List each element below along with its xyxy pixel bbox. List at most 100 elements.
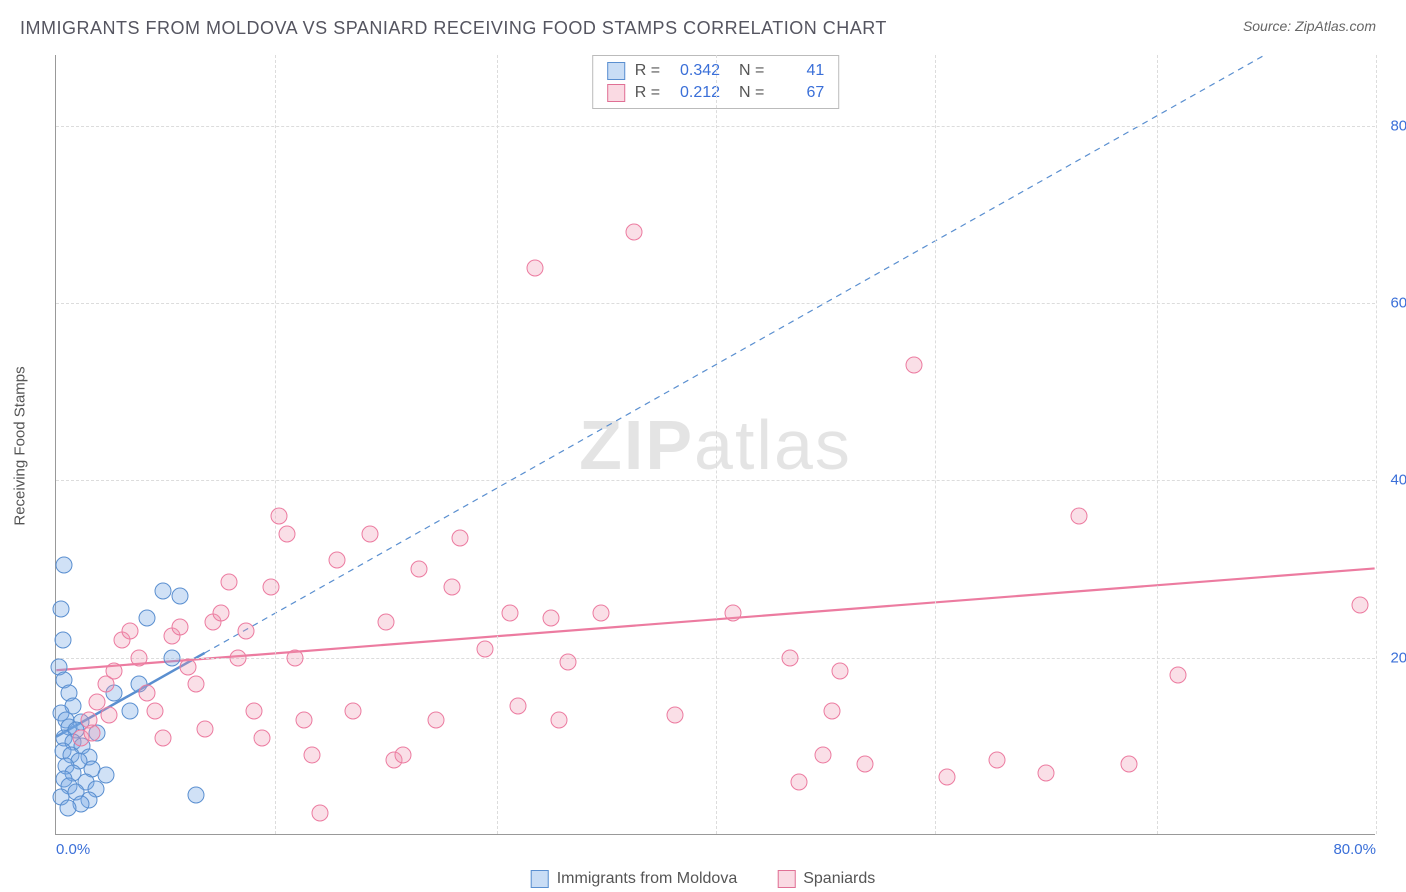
y-tick-label: 60.0% (1390, 295, 1406, 312)
data-point (312, 804, 329, 821)
gridline-v (716, 55, 717, 834)
data-point (1038, 764, 1055, 781)
stat-n-label: N = (730, 62, 764, 80)
data-point (345, 702, 362, 719)
data-point (246, 702, 263, 719)
data-point (452, 530, 469, 547)
stat-r-label: R = (635, 84, 660, 102)
data-point (559, 654, 576, 671)
data-point (1351, 596, 1368, 613)
legend-label: Spaniards (803, 870, 875, 888)
data-point (163, 649, 180, 666)
scatter-chart: R = 0.342 N = 41 R = 0.212 N = 67 ZIPatl… (55, 55, 1375, 835)
data-point (122, 623, 139, 640)
data-point (287, 649, 304, 666)
data-point (84, 725, 101, 742)
data-point (221, 574, 238, 591)
data-point (831, 663, 848, 680)
data-point (526, 259, 543, 276)
data-point (196, 720, 213, 737)
data-point (592, 605, 609, 622)
data-point (171, 618, 188, 635)
data-point (229, 649, 246, 666)
data-point (155, 729, 172, 746)
data-point (625, 224, 642, 241)
data-point (56, 556, 73, 573)
gridline-v (935, 55, 936, 834)
data-point (411, 561, 428, 578)
data-point (1120, 756, 1137, 773)
data-point (188, 787, 205, 804)
data-point (270, 507, 287, 524)
data-point (790, 773, 807, 790)
gridline-v (497, 55, 498, 834)
data-point (1170, 667, 1187, 684)
y-tick-label: 20.0% (1390, 649, 1406, 666)
legend-item-spaniards: Spaniards (777, 870, 875, 888)
data-point (501, 605, 518, 622)
data-point (295, 711, 312, 728)
data-point (59, 800, 76, 817)
data-point (856, 756, 873, 773)
data-point (823, 702, 840, 719)
bottom-legend: Immigrants from Moldova Spaniards (531, 870, 876, 888)
data-point (988, 751, 1005, 768)
data-point (100, 707, 117, 724)
data-point (262, 578, 279, 595)
data-point (328, 552, 345, 569)
data-point (551, 711, 568, 728)
y-axis-label: Receiving Food Stamps (12, 366, 29, 525)
x-tick-label: 0.0% (56, 841, 90, 858)
stat-r-value: 0.212 (670, 84, 720, 102)
stat-n-value: 41 (774, 62, 824, 80)
legend-label: Immigrants from Moldova (557, 870, 738, 888)
y-tick-label: 80.0% (1390, 117, 1406, 134)
gridline-v (1376, 55, 1377, 834)
stat-r-value: 0.342 (670, 62, 720, 80)
swatch-blue-icon (607, 62, 625, 80)
stat-r-label: R = (635, 62, 660, 80)
data-point (782, 649, 799, 666)
data-point (171, 587, 188, 604)
data-point (254, 729, 271, 746)
y-tick-label: 40.0% (1390, 472, 1406, 489)
stat-n-value: 67 (774, 84, 824, 102)
gridline-v (1157, 55, 1158, 834)
data-point (188, 676, 205, 693)
data-point (543, 609, 560, 626)
data-point (138, 685, 155, 702)
data-point (138, 609, 155, 626)
data-point (477, 640, 494, 657)
data-point (155, 583, 172, 600)
swatch-pink-icon (607, 84, 625, 102)
data-point (666, 707, 683, 724)
legend-item-moldova: Immigrants from Moldova (531, 870, 738, 888)
data-point (815, 747, 832, 764)
data-point (237, 623, 254, 640)
data-point (180, 658, 197, 675)
data-point (361, 525, 378, 542)
data-point (303, 747, 320, 764)
data-point (279, 525, 296, 542)
data-point (427, 711, 444, 728)
data-point (394, 747, 411, 764)
source-credit: Source: ZipAtlas.com (1243, 18, 1376, 34)
data-point (147, 702, 164, 719)
chart-title: IMMIGRANTS FROM MOLDOVA VS SPANIARD RECE… (20, 18, 887, 39)
data-point (1071, 507, 1088, 524)
data-point (378, 614, 395, 631)
stat-n-label: N = (730, 84, 764, 102)
data-point (939, 769, 956, 786)
x-tick-label: 80.0% (1333, 841, 1376, 858)
data-point (52, 600, 69, 617)
swatch-blue-icon (531, 870, 549, 888)
swatch-pink-icon (777, 870, 795, 888)
data-point (54, 632, 71, 649)
data-point (724, 605, 741, 622)
data-point (105, 663, 122, 680)
data-point (130, 649, 147, 666)
data-point (906, 357, 923, 374)
data-point (444, 578, 461, 595)
data-point (122, 702, 139, 719)
data-point (510, 698, 527, 715)
